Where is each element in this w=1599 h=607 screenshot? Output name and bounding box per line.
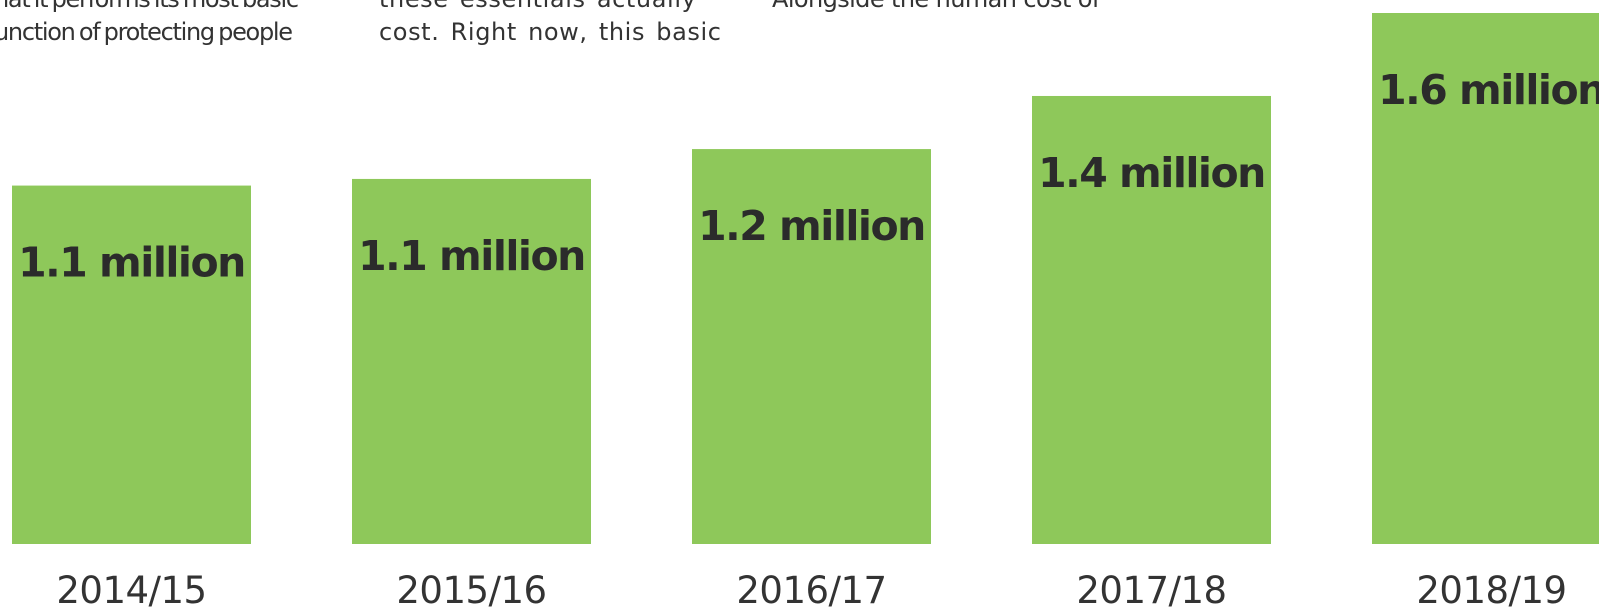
bar-2015-16	[352, 178, 591, 544]
body-text-column-3: Alongside the human cost of	[772, 0, 1100, 16]
body-text-line: hat it performs its most basic	[0, 0, 299, 16]
category-label: 2018/19	[1416, 569, 1566, 607]
body-text-column-1: hat it performs its most basic unction o…	[0, 0, 299, 49]
body-text-line: these essentials actually	[379, 0, 722, 16]
category-label: 2015/16	[396, 569, 546, 607]
bar-2014-15	[12, 185, 251, 544]
bar-value-label: 1.6 million	[1378, 66, 1599, 114]
category-label: 2017/18	[1076, 569, 1226, 607]
bar-value-label: 1.1 million	[358, 232, 585, 280]
category-label: 2014/15	[56, 569, 206, 607]
bar-2016-17	[692, 149, 931, 544]
body-text-line: cost. Right now, this basic	[379, 18, 722, 46]
bar-value-label: 1.4 million	[1038, 149, 1265, 197]
body-text-line: Alongside the human cost of	[772, 0, 1100, 16]
body-text-strip: hat it performs its most basic unction o…	[0, 0, 1599, 60]
bar-2017-18	[1032, 95, 1271, 544]
body-text-line: unction of protecting people	[0, 18, 293, 46]
body-text-column-2: these essentials actually cost. Right no…	[379, 0, 722, 49]
bar-2018-19	[1372, 13, 1599, 544]
bar-value-label: 1.1 million	[18, 239, 245, 287]
bar-value-label: 1.2 million	[698, 202, 925, 250]
category-label: 2016/17	[736, 569, 886, 607]
